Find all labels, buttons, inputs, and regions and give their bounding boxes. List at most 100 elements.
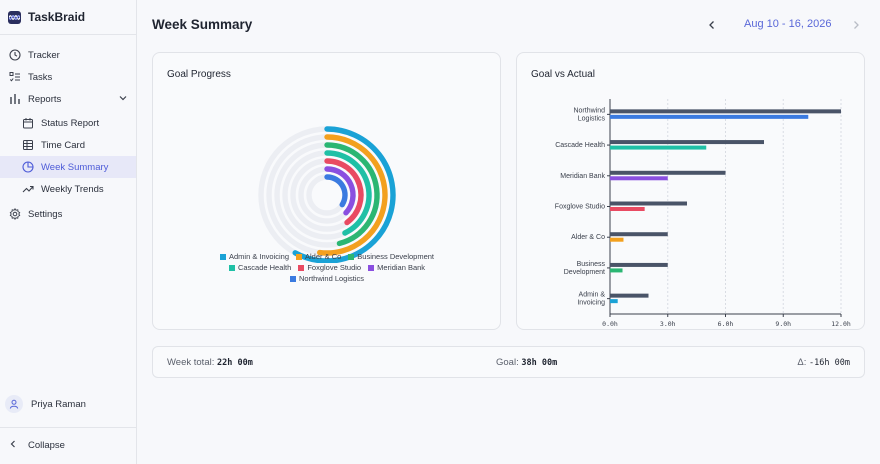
sidebar-item-label: Settings — [28, 208, 63, 220]
radial-bar-foxglove-studio[interactable] — [324, 158, 364, 226]
x-tick-label: 3.0h — [660, 320, 676, 328]
chevron-right-icon — [854, 21, 859, 29]
goal-progress-chart — [258, 126, 396, 263]
sidebar-item-label: Reports — [28, 93, 62, 105]
sidebar-item-status-report[interactable]: Status Report — [0, 112, 136, 134]
bar-chart-icon — [8, 92, 22, 106]
week-total-value: 22h 00m — [217, 358, 253, 368]
actual-bar[interactable] — [610, 176, 668, 181]
logo-icon — [8, 10, 21, 24]
radial-bar-cascade-health[interactable] — [324, 150, 372, 236]
sidebar-item-label: Status Report — [41, 117, 100, 129]
goal-bar[interactable] — [610, 170, 726, 175]
delta: Δ: -16h 00m — [797, 357, 850, 368]
legend-swatch — [298, 264, 305, 271]
legend-label: Cascade Health — [237, 263, 292, 272]
sidebar-item-label: Tasks — [28, 71, 53, 83]
sidebar-item-time-card[interactable]: Time Card — [0, 134, 136, 156]
calendar-icon — [21, 116, 35, 130]
sidebar-item-week-summary[interactable]: Week Summary — [0, 156, 136, 178]
goal-progress-legend: Admin & Invoicing Alder & Co Business Deve… — [153, 251, 501, 284]
goal-vs-actual-chart: 0.0h 3.0h 6.0h 9.0h 12.0h Northwind Logistics C… — [555, 99, 851, 328]
week-total: Week total: 22h 00m — [167, 357, 253, 368]
chevron-left-icon — [709, 21, 714, 29]
legend-label: Meridian Bank — [377, 263, 426, 272]
sidebar-item-settings[interactable]: Settings — [0, 203, 136, 225]
checklist-icon — [8, 70, 22, 84]
actual-bar[interactable] — [610, 237, 624, 242]
legend-label: Northwind Logistics — [298, 274, 365, 283]
goal-total: Goal: 38h 00m — [496, 357, 557, 368]
sidebar-item-label: Time Card — [41, 139, 85, 151]
actual-bar[interactable] — [610, 207, 645, 211]
sidebar-item-label: Tracker — [28, 49, 60, 61]
sidebar-item-weekly-trends[interactable]: Weekly Trends — [0, 178, 136, 200]
legend-swatch — [296, 253, 303, 260]
user-profile[interactable]: Priya Raman — [5, 395, 86, 413]
pie-icon — [21, 160, 35, 174]
sidebar-item-tracker[interactable]: Tracker — [0, 44, 136, 66]
brand[interactable]: TaskBraid — [8, 9, 85, 25]
y-category-label: Northwind Logistics — [573, 107, 605, 122]
actual-bar[interactable] — [610, 145, 707, 150]
legend-item[interactable]: Meridian Bank — [368, 262, 425, 273]
trend-icon — [21, 182, 35, 196]
radial-bar-meridian-bank[interactable] — [324, 166, 356, 216]
x-tick-label: 12.0h — [831, 320, 851, 328]
y-category-label: Foxglove Studio — [555, 204, 605, 211]
legend-swatch — [219, 253, 226, 260]
x-tick-label: 6.0h — [718, 320, 734, 328]
y-category-label: Alder & Co — [571, 234, 605, 241]
gear-icon — [8, 207, 22, 221]
goal-progress-card: Goal Progress Admin & Invoicing Alder & C… — [152, 52, 501, 330]
goal-bar[interactable] — [610, 232, 668, 237]
week-range[interactable]: Aug 10 - 16, 2026 — [744, 18, 832, 30]
legend-label: Admin & Invoicing — [228, 252, 290, 261]
legend-item[interactable]: Business Development — [348, 251, 434, 262]
legend-item[interactable]: Alder & Co — [296, 251, 341, 262]
x-tick-label: 0.0h — [602, 320, 618, 328]
sidebar: TaskBraid Tracker Tasks Reports Status R… — [0, 0, 137, 464]
legend-label: Foxglove Studio — [307, 263, 362, 272]
goal-bar[interactable] — [610, 109, 841, 114]
goal-bar[interactable] — [610, 293, 649, 298]
collapse-button[interactable]: Collapse — [8, 439, 65, 452]
table-icon — [21, 138, 35, 152]
sidebar-item-reports[interactable]: Reports — [0, 88, 136, 110]
sidebar-item-label: Weekly Trends — [41, 183, 104, 195]
chevron-left-icon — [8, 439, 18, 452]
goal-bar[interactable] — [610, 140, 764, 145]
radial-bar-business-development[interactable] — [324, 142, 380, 247]
radial-bar-northwind-logistics[interactable] — [324, 174, 348, 208]
legend-swatch — [228, 264, 235, 271]
divider — [0, 34, 136, 35]
actual-bar[interactable] — [610, 268, 623, 273]
goal-bar[interactable] — [610, 201, 687, 206]
sidebar-item-label: Week Summary — [41, 161, 109, 173]
sidebar-item-tasks[interactable]: Tasks — [0, 66, 136, 88]
legend-swatch — [348, 253, 355, 260]
legend-item[interactable]: Foxglove Studio — [298, 262, 361, 273]
week-total-label: Week total: — [167, 357, 215, 368]
goal-value: 38h 00m — [521, 358, 558, 368]
y-category-label: Business Development — [564, 261, 606, 276]
radial-bar-admin-invoicing[interactable] — [292, 126, 396, 263]
legend-label: Alder & Co — [305, 252, 342, 261]
previous-week-button[interactable] — [705, 17, 719, 33]
legend-item[interactable]: Cascade Health — [228, 262, 292, 273]
page-title: Week Summary — [152, 17, 253, 32]
legend-item[interactable]: Admin & Invoicing — [219, 251, 290, 262]
actual-bar[interactable] — [610, 299, 618, 304]
radial-bar-alder-co[interactable] — [317, 134, 388, 256]
week-navigator: Aug 10 - 16, 2026 — [705, 17, 865, 33]
actual-bar[interactable] — [610, 114, 809, 119]
collapse-label: Collapse — [28, 440, 65, 451]
next-week-button[interactable] — [849, 17, 863, 33]
clock-icon — [8, 48, 22, 62]
legend-item[interactable]: Northwind Logistics — [289, 273, 365, 284]
goal-bar[interactable] — [610, 262, 668, 267]
chart-title: Goal Progress — [167, 69, 231, 80]
chevron-down-icon[interactable] — [118, 93, 128, 106]
goal-vs-actual-card: Goal vs Actual 0.0h 3.0h 6.0h 9.0h 12.0h Nort… — [516, 52, 865, 330]
legend-swatch — [368, 264, 375, 271]
